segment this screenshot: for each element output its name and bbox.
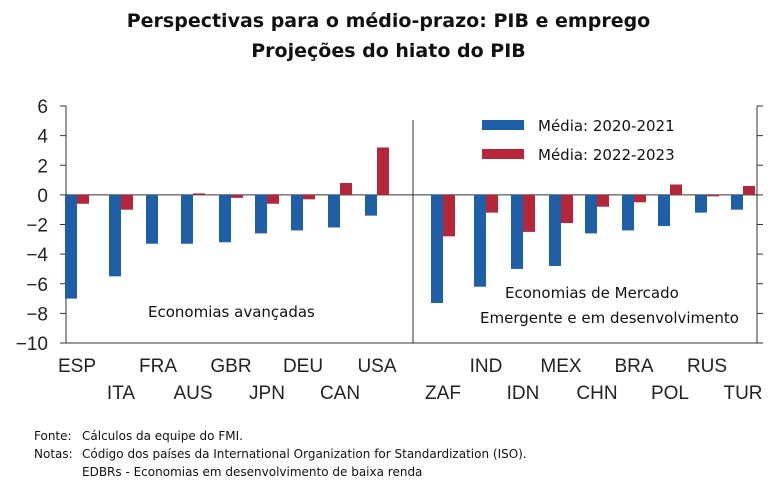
x-tick-label-pol: POL [651,383,689,404]
bar-series2-esp [77,194,89,204]
bar-series1-esp [65,194,77,299]
y-tick-label: 0 [37,186,48,207]
group-label-emerging-line1: Economias de Mercado [505,284,679,302]
bar-series2-pol [670,184,682,195]
source-label: Fonte: [34,429,72,443]
bar-series2-can [340,183,352,195]
source-row: Fonte: Cálculos da equipe do FMI. [34,427,527,445]
bar-series2-bra [634,194,646,203]
y-tick-label: −8 [26,304,48,325]
bar-series2-tur [743,185,755,195]
bar-series2-ita [121,194,133,210]
bar-series1-rus [695,194,707,213]
x-tick-label-deu: DEU [283,356,323,377]
bar-series2-zaf [443,194,455,237]
legend-label-series2: Média: 2022-2023 [538,146,675,164]
source-text: Cálculos da equipe do FMI. [82,429,243,443]
bar-series1-ind [474,194,486,287]
y-tick-label: 4 [37,127,48,148]
bar-series2-idn [523,194,535,232]
bar-series1-can [328,194,340,228]
group-label-emerging-line2: Emergente e em desenvolvimento [480,309,739,327]
x-tick-label-mex: MEX [540,356,582,377]
y-tick-label: −6 [26,275,48,296]
bar-series1-usa [365,194,377,216]
bar-series1-gbr [219,194,231,243]
bar-series2-deu [303,194,315,200]
x-tick-label-bra: BRA [614,356,653,377]
x-tick-label-fra: FRA [139,356,177,377]
bar-series1-ita [109,194,121,277]
x-tick-label-can: CAN [320,383,360,404]
bar-series2-rus [707,194,719,197]
x-tick-label-ita: ITA [107,383,135,404]
x-tick-label-gbr: GBR [210,356,251,377]
footnotes: Fonte: Cálculos da equipe do FMI. Notas:… [34,427,527,481]
x-tick-label-idn: IDN [507,383,540,404]
notes-text: Código dos países da International Organ… [82,447,527,461]
x-tick-label-ind: IND [470,356,503,377]
x-tick-label-jpn: JPN [249,383,285,404]
x-tick-label-usa: USA [357,356,396,377]
bar-series2-chn [597,194,609,207]
y-tick-label: −4 [26,245,48,266]
bar-series1-idn [511,194,523,269]
x-tick-label-chn: CHN [576,383,617,404]
bar-series1-jpn [255,194,267,234]
bar-series1-zaf [431,194,443,304]
bar-series2-gbr [231,194,243,198]
notes-label: Notas: [34,447,73,461]
bar-series1-pol [658,194,670,226]
bar-series1-deu [291,194,303,231]
notes-row: Notas: Código dos países da Internationa… [34,445,527,463]
x-tick-label-tur: TUR [723,383,762,404]
bar-series1-chn [585,194,597,234]
y-tick-label: −10 [16,334,48,355]
legend-label-series1: Média: 2020-2021 [538,117,675,135]
legend-swatch-series1 [482,120,524,130]
bar-series2-usa [377,147,389,195]
x-tick-label-zaf: ZAF [425,383,461,404]
y-tick-label: −2 [26,216,48,237]
bar-series2-jpn [267,194,279,204]
legend-swatch-series2 [482,149,524,159]
bar-series2-aus [193,193,205,195]
y-tick-label: 2 [37,156,48,177]
notes-text-2: EDBRs - Economias em desenvolvimento de … [82,465,423,479]
x-tick-label-aus: AUS [173,383,212,404]
group-label-advanced: Economias avançadas [148,303,315,321]
y-tick-label: 6 [37,97,48,118]
bar-series1-fra [146,194,158,244]
bar-series1-tur [731,194,743,210]
bar-series2-mex [561,194,573,224]
bar-series1-mex [549,194,561,266]
x-tick-label-rus: RUS [687,356,727,377]
bar-series1-aus [181,194,193,244]
bar-series1-bra [622,194,634,231]
bar-series2-ind [486,194,498,213]
x-tick-label-esp: ESP [58,356,96,377]
chart-title: Perspectivas para o médio-prazo: PIB e e… [126,10,651,32]
chart-subtitle: Projeções do hiato do PIB [251,40,526,62]
